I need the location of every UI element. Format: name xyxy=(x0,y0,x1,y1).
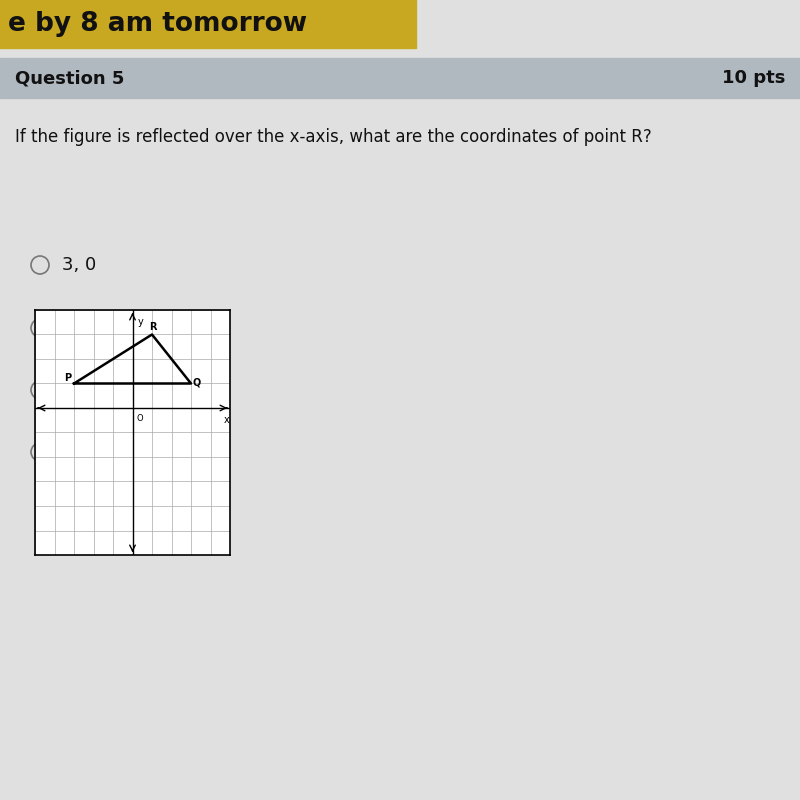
Text: 3, -3: 3, -3 xyxy=(62,381,103,399)
Text: O: O xyxy=(136,414,143,423)
Text: Question 5: Question 5 xyxy=(15,69,124,87)
Text: P: P xyxy=(64,373,71,383)
Text: y: y xyxy=(138,318,143,327)
Text: -3, 3: -3, 3 xyxy=(62,443,103,461)
Text: 10 pts: 10 pts xyxy=(722,69,785,87)
Text: x: x xyxy=(223,414,229,425)
Bar xyxy=(0,58,800,98)
Text: e by 8 am tomorrow: e by 8 am tomorrow xyxy=(8,11,307,37)
Text: If the figure is reflected over the x-axis, what are the coordinates of point R?: If the figure is reflected over the x-ax… xyxy=(15,128,652,146)
Bar xyxy=(0,0,416,48)
Text: 0, 3: 0, 3 xyxy=(62,319,96,337)
Text: 3, 0: 3, 0 xyxy=(62,256,96,274)
Text: R: R xyxy=(149,322,157,331)
Text: Q: Q xyxy=(193,378,202,388)
